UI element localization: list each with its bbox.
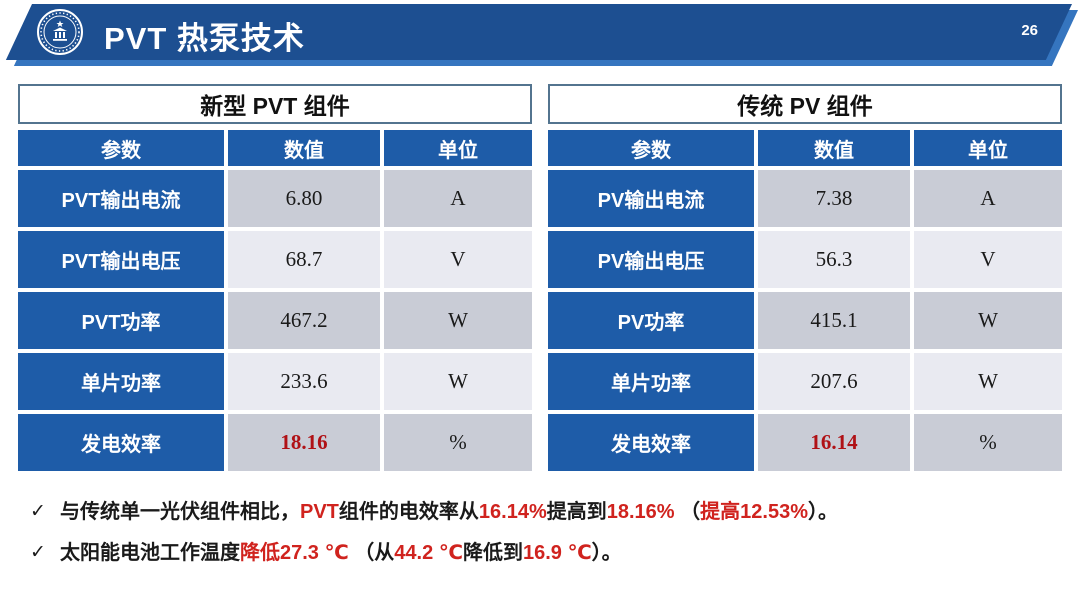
value-cell: 68.7	[228, 231, 380, 288]
check-icon: ✓	[30, 542, 46, 563]
value-cell: 207.6	[758, 353, 910, 410]
column-header: 数值	[228, 130, 380, 166]
param-cell: PV功率	[548, 292, 754, 349]
param-cell: PV输出电压	[548, 231, 754, 288]
unit-cell: W	[914, 353, 1062, 410]
param-cell: PVT输出电压	[18, 231, 224, 288]
unit-cell: %	[914, 414, 1062, 471]
column-header: 数值	[758, 130, 910, 166]
param-cell: PVT输出电流	[18, 170, 224, 227]
value-cell: 56.3	[758, 231, 910, 288]
text-segment: 与传统单一光伏组件相比，	[60, 501, 300, 523]
banner-content: PVT 热泵技术 26	[0, 0, 1080, 72]
column-header: 单位	[384, 130, 532, 166]
pvt-table-grid: 参数 数值 单位 PVT输出电流 6.80 A PVT输出电压 68.7 V P…	[18, 130, 532, 471]
value-cell: 16.14	[758, 414, 910, 471]
unit-cell: V	[384, 231, 532, 288]
pvt-module-table: 新型 PVT 组件 参数 数值 单位 PVT输出电流 6.80 A PVT输出电…	[18, 84, 532, 471]
param-cell: 发电效率	[548, 414, 754, 471]
text-segment: 降低27.3 ℃	[240, 542, 349, 564]
param-cell: PV输出电流	[548, 170, 754, 227]
text-segment: 组件的电效率从	[338, 501, 479, 523]
text-segment: 太阳能电池工作温度	[60, 542, 240, 564]
value-cell: 7.38	[758, 170, 910, 227]
summary-bullets: ✓ 与传统单一光伏组件相比，PVT组件的电效率从16.14%提高到18.16% …	[30, 496, 1060, 578]
value-cell: 6.80	[228, 170, 380, 227]
check-icon: ✓	[30, 501, 46, 522]
text-segment: 提高到	[546, 501, 607, 523]
pv-table-title: 传统 PV 组件	[548, 84, 1062, 124]
university-seal-icon	[37, 9, 83, 55]
slide-title: PVT 热泵技术	[104, 21, 305, 56]
param-cell: 单片功率	[18, 353, 224, 410]
text-segment: （从	[348, 542, 395, 564]
param-cell: 单片功率	[548, 353, 754, 410]
column-header: 单位	[914, 130, 1062, 166]
value-cell: 415.1	[758, 292, 910, 349]
text-segment: 16.9 ℃	[522, 542, 592, 564]
column-header: 参数	[548, 130, 754, 166]
value-cell: 233.6	[228, 353, 380, 410]
param-cell: PVT功率	[18, 292, 224, 349]
text-segment: ）。	[808, 501, 838, 523]
text-segment: 提高12.53%	[700, 501, 808, 523]
text-segment: （	[674, 501, 701, 523]
text-segment: 44.2 ℃	[394, 542, 463, 564]
unit-cell: A	[384, 170, 532, 227]
unit-cell: A	[914, 170, 1062, 227]
bullet-temperature-text: 太阳能电池工作温度降低27.3 ℃ （从44.2 ℃降低到16.9 ℃）。	[60, 537, 622, 569]
pvt-table-title: 新型 PVT 组件	[18, 84, 532, 124]
comparison-tables: 新型 PVT 组件 参数 数值 单位 PVT输出电流 6.80 A PVT输出电…	[18, 84, 1062, 471]
unit-cell: W	[914, 292, 1062, 349]
text-segment: PVT	[300, 501, 339, 523]
pv-module-table: 传统 PV 组件 参数 数值 单位 PV输出电流 7.38 A PV输出电压 5…	[548, 84, 1062, 471]
pv-table-grid: 参数 数值 单位 PV输出电流 7.38 A PV输出电压 56.3 V PV功…	[548, 130, 1062, 471]
column-header: 参数	[18, 130, 224, 166]
value-cell: 467.2	[228, 292, 380, 349]
unit-cell: W	[384, 353, 532, 410]
bullet-temperature: ✓ 太阳能电池工作温度降低27.3 ℃ （从44.2 ℃降低到16.9 ℃）。	[30, 537, 1060, 569]
bullet-efficiency: ✓ 与传统单一光伏组件相比，PVT组件的电效率从16.14%提高到18.16% …	[30, 496, 1060, 528]
text-segment: 降低到	[462, 542, 523, 564]
value-cell: 18.16	[228, 414, 380, 471]
unit-cell: %	[384, 414, 532, 471]
param-cell: 发电效率	[18, 414, 224, 471]
bullet-efficiency-text: 与传统单一光伏组件相比，PVT组件的电效率从16.14%提高到18.16% （提…	[60, 496, 838, 528]
text-segment: 18.16%	[606, 501, 675, 523]
title-banner: PVT 热泵技术 26	[0, 0, 1080, 72]
unit-cell: W	[384, 292, 532, 349]
page-number: 26	[1021, 22, 1038, 39]
unit-cell: V	[914, 231, 1062, 288]
text-segment: 16.14%	[478, 501, 547, 523]
text-segment: ）。	[591, 542, 622, 564]
